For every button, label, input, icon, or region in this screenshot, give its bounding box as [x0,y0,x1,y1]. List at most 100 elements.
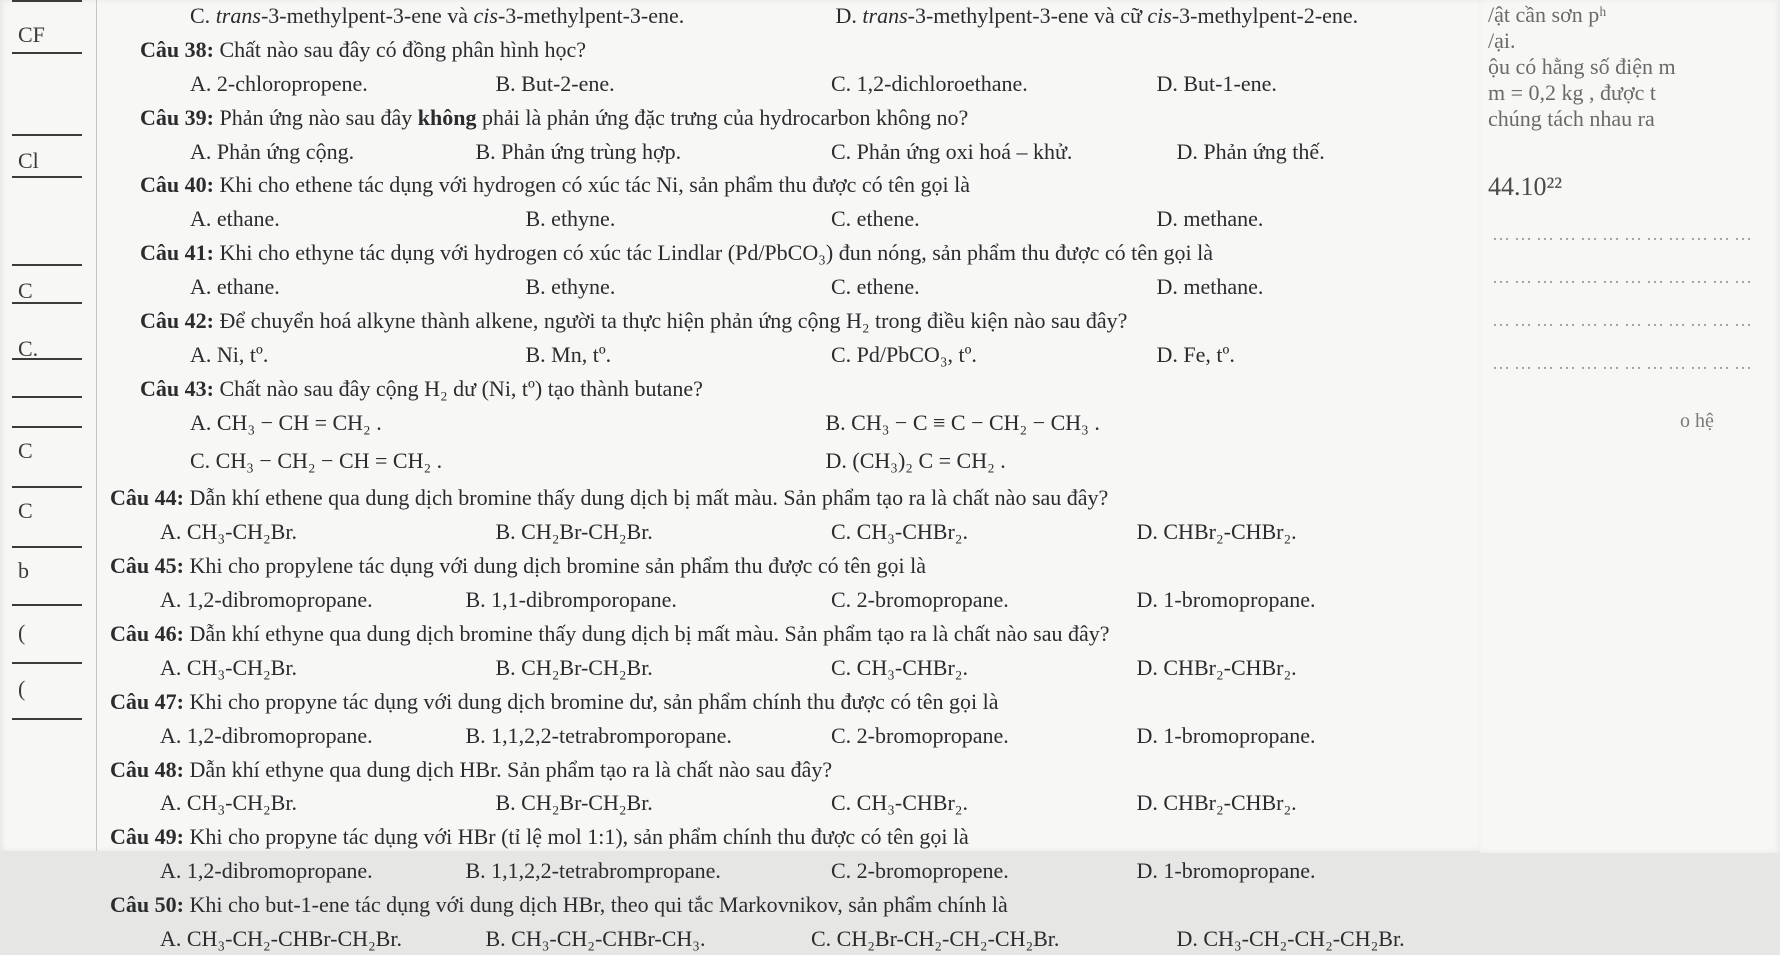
q38-stem: Câu 38: Chất nào sau đây có đồng phân hì… [140,34,1470,66]
q-label: Câu 46: [110,621,184,646]
opt-c: C. 1,2-dichloroethane. [831,68,1151,100]
right-text: m = 0,2 kg , được t [1488,80,1780,106]
margin-line [12,718,82,720]
margin-line [12,176,82,178]
opt-b: B. ethyne. [526,271,826,303]
opt-c: C. CH₃-CHBr₂. [831,516,1131,548]
q-text: Chất nào sau đây có đồng phân hình học? [214,37,586,62]
opt-d: D. Phản ứng thế. [1177,136,1325,168]
q-text: Để chuyển hoá alkyne thành alkene, người… [214,308,1127,333]
q45-opts: A. 1,2-dibromopropane. B. 1,1-dibromporo… [160,584,1470,616]
opt-c: C. CH₂Br-CH₂-CH₂-CH₂Br. [811,923,1171,955]
opt-d: D. CHBr₂-CHBr₂. [1137,652,1297,684]
opt-b: B. 1,1,2,2-tetrabromporopane. [466,720,826,752]
opt-a: A. 1,2-dibromopropane. [160,584,460,616]
q46-stem: Câu 46: Dẫn khí ethyne qua dung dịch bro… [110,618,1470,650]
opt-c: C. ethene. [831,271,1151,303]
opt-a: A. CH₃ − CH = CH₂ . [190,407,820,439]
right-text: ộu có hằng số điện m [1488,54,1780,80]
margin-line [12,662,82,664]
q-label: Câu 42: [140,308,214,333]
q42-opts: A. Ni, tº. B. Mn, tº. C. Pd/PbCO₃, tº. D… [190,339,1470,371]
opt-d: D. 1-bromopropane. [1137,584,1316,616]
opt-c: C. 2-bromopropane. [831,720,1131,752]
content-area: C. trans-3-methylpent-3-ene và cis-3-met… [100,0,1470,851]
margin-line [12,0,82,2]
dotted-line: ……………………………… [1492,353,1780,374]
opt-a: A. ethane. [190,203,520,235]
q-label: Câu 40: [140,172,214,197]
opt-b: B. CH₃-CH₂-CHBr-CH₃. [486,923,806,955]
opt-a: A. CH₃-CH₂Br. [160,652,490,684]
page-main: CF Cl C C. C C b ( ( C. trans-3-methylpe… [0,0,1480,851]
q-label: Câu 48: [110,757,184,782]
margin-line [12,264,82,266]
opt-c: C. ethene. [831,203,1151,235]
opt-a: A. CH₃-CH₂Br. [160,516,490,548]
dotted-line: ……………………………… [1492,267,1780,288]
q48-opts: A. CH₃-CH₂Br. B. CH₂Br-CH₂Br. C. CH₃-CHB… [160,787,1470,819]
q-text: Khi cho propylene tác dụng với dung dịch… [184,553,926,578]
opt-d: D. 1-bromopropane. [1137,855,1316,887]
opt-b: B. Phản ứng trùng hợp. [476,136,826,168]
opt-b: B. 1,1-dibromporopane. [466,584,826,616]
q-label: Câu 47: [110,689,184,714]
margin-mark: ( [18,620,25,646]
opt-a: A. 1,2-dibromopropane. [160,855,460,887]
opt-d: D. But-1-ene. [1157,68,1277,100]
margin-mark: b [18,558,29,584]
q-text: Khi cho but-1-ene tác dụng với dung dịch… [184,892,1008,917]
opt-a: A. Ni, tº. [190,339,520,371]
margin-line [12,426,82,428]
q-text: Khi cho ethene tác dụng với hydrogen có … [214,172,970,197]
opt-a: A. 2-chloropropene. [190,68,490,100]
q50-stem: Câu 50: Khi cho but-1-ene tác dụng với d… [110,889,1470,921]
opt-d: D. CHBr₂-CHBr₂. [1137,787,1297,819]
opt-a: A. CH₃-CH₂-CHBr-CH₂Br. [160,923,480,955]
q-label: Câu 41: [140,240,214,265]
right-note: o hệ [1680,410,1780,433]
q43-opts-ab: A. CH₃ − CH = CH₂ . B. CH₃ − C ≡ C − CH₂… [190,407,1470,439]
q-text: Phản ứng nào sau đây [214,105,418,130]
opt-c: C. 2-bromopropene. [831,855,1131,887]
opt-a: A. CH₃-CH₂Br. [160,787,490,819]
opt-a: A. 1,2-dibromopropane. [160,720,460,752]
opt-d: D. CH₃-CH₂-CH₂-CH₂Br. [1177,923,1405,955]
margin-line [12,486,82,488]
right-text: /ại. [1488,28,1780,54]
opt-b: B. CH₃ − C ≡ C − CH₂ − CH₃ . [826,407,1100,439]
q-text: Khi cho ethyne tác dụng với hydrogen có … [214,240,1213,265]
opt-c: C. CH₃-CHBr₂. [831,652,1131,684]
q46-opts: A. CH₃-CH₂Br. B. CH₂Br-CH₂Br. C. CH₃-CHB… [160,652,1470,684]
opt-b: B. CH₂Br-CH₂Br. [496,652,826,684]
opt-d: D. methane. [1157,203,1264,235]
q45-stem: Câu 45: Khi cho propylene tác dụng với d… [110,550,1470,582]
q-label: Câu 49: [110,824,184,849]
opt-b: B. ethyne. [526,203,826,235]
margin-line [12,546,82,548]
q39-stem: Câu 39: Phản ứng nào sau đây không phải … [140,102,1470,134]
q40-opts: A. ethane. B. ethyne. C. ethene. D. meth… [190,203,1470,235]
margin-line [12,52,82,54]
opt-b: B. 1,1,2,2-tetrabrompropane. [466,855,826,887]
right-text: /ật cần sơn pʰ [1488,2,1780,28]
opt-d: D. methane. [1157,271,1264,303]
margin-mark: C [18,278,33,304]
opt-d: D. (CH₃)₂ C = CH₂ . [826,445,1006,477]
q-text: phải là phản ứng đặc trưng của hydrocarb… [476,105,968,130]
opt-d: D. 1-bromopropane. [1137,720,1316,752]
q-label: Câu 43: [140,376,214,401]
margin-line [12,604,82,606]
opt-c: C. 2-bromopropane. [831,584,1131,616]
margin-line [12,396,82,398]
dotted-line: ……………………………… [1492,310,1780,331]
opt-b: B. But-2-ene. [496,68,826,100]
opt-b: B. CH₂Br-CH₂Br. [496,516,826,548]
q38-opts: A. 2-chloropropene. B. But-2-ene. C. 1,2… [190,68,1470,100]
q49-opts: A. 1,2-dibromopropane. B. 1,1,2,2-tetrab… [160,855,1470,887]
q-text-bold: không [418,105,477,130]
side-column: CF Cl C C. C C b ( ( [0,0,97,851]
margin-mark: Cl [18,148,39,174]
q-text: Dẫn khí ethyne qua dung dịch HBr. Sản ph… [184,757,832,782]
q44-stem: Câu 44: Dẫn khí ethene qua dung dịch bro… [110,482,1470,514]
